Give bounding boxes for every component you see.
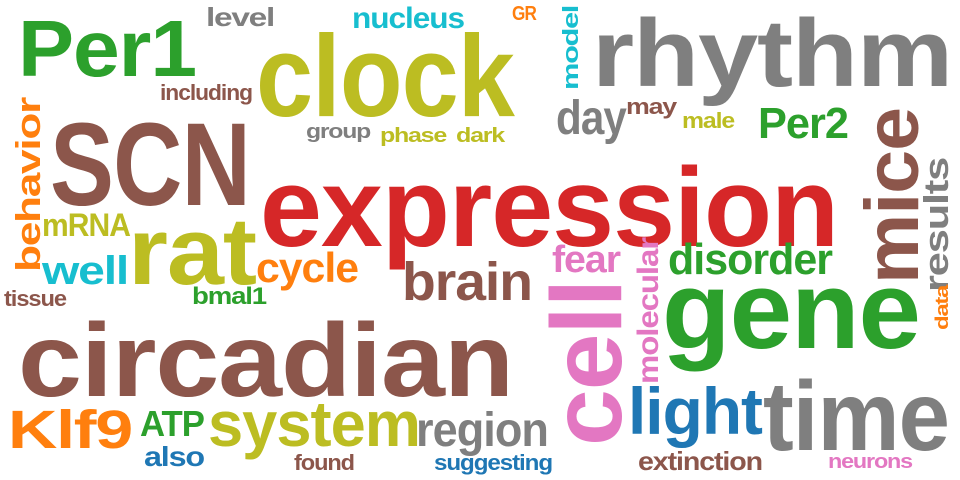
word-per2: Per2 [758, 99, 848, 148]
word-circadian: circadian [18, 303, 513, 419]
word-nucleus: nucleus [352, 2, 464, 35]
word-well: well [41, 249, 128, 293]
word-neurons: neurons [828, 451, 913, 473]
word-level: level [206, 2, 274, 32]
word-bmal1: bmal1 [192, 283, 267, 310]
word-dark: dark [456, 125, 506, 147]
word-gr: GR [512, 3, 537, 25]
word-region: region [416, 404, 548, 457]
word-klf9: Klf9 [8, 400, 132, 460]
word-found: found [294, 450, 354, 475]
word-mrna: mRNA [42, 207, 131, 243]
word-tissue: tissue [4, 286, 67, 311]
word-light: light [628, 374, 763, 448]
word-disorder: disorder [668, 235, 833, 284]
word-extinction: extinction [638, 446, 762, 476]
word-brain: brain [402, 252, 532, 312]
word-behavior: behavior [10, 97, 48, 272]
word-gene: gene [662, 249, 920, 372]
word-molecular: molecular [632, 237, 665, 384]
word-expression: expression [260, 145, 838, 270]
word-atp: ATP [140, 403, 204, 444]
word-time: time [763, 361, 949, 471]
word-male: male [682, 108, 735, 133]
word-scn: SCN [50, 99, 250, 231]
word-group: group [306, 121, 371, 143]
word-day: day [556, 92, 627, 145]
word-data: data [932, 283, 952, 330]
word-including: including [160, 80, 252, 105]
word-per1: Per1 [18, 4, 196, 93]
word-clock: clock [256, 11, 515, 141]
word-phase: phase [380, 125, 447, 147]
word-rat: rat [128, 198, 256, 305]
word-suggesting: suggesting [434, 450, 552, 475]
word-results: results [918, 158, 956, 292]
word-cycle: cycle [256, 244, 358, 291]
word-also: also [144, 441, 205, 472]
word-may: may [626, 94, 678, 119]
word-cell: cell [531, 280, 643, 446]
word-mice: mice [850, 108, 935, 284]
word-model: model [558, 6, 583, 90]
word-fear: fear [552, 239, 621, 281]
word-rhythm: rhythm [592, 0, 952, 107]
word-system: system [208, 388, 420, 460]
